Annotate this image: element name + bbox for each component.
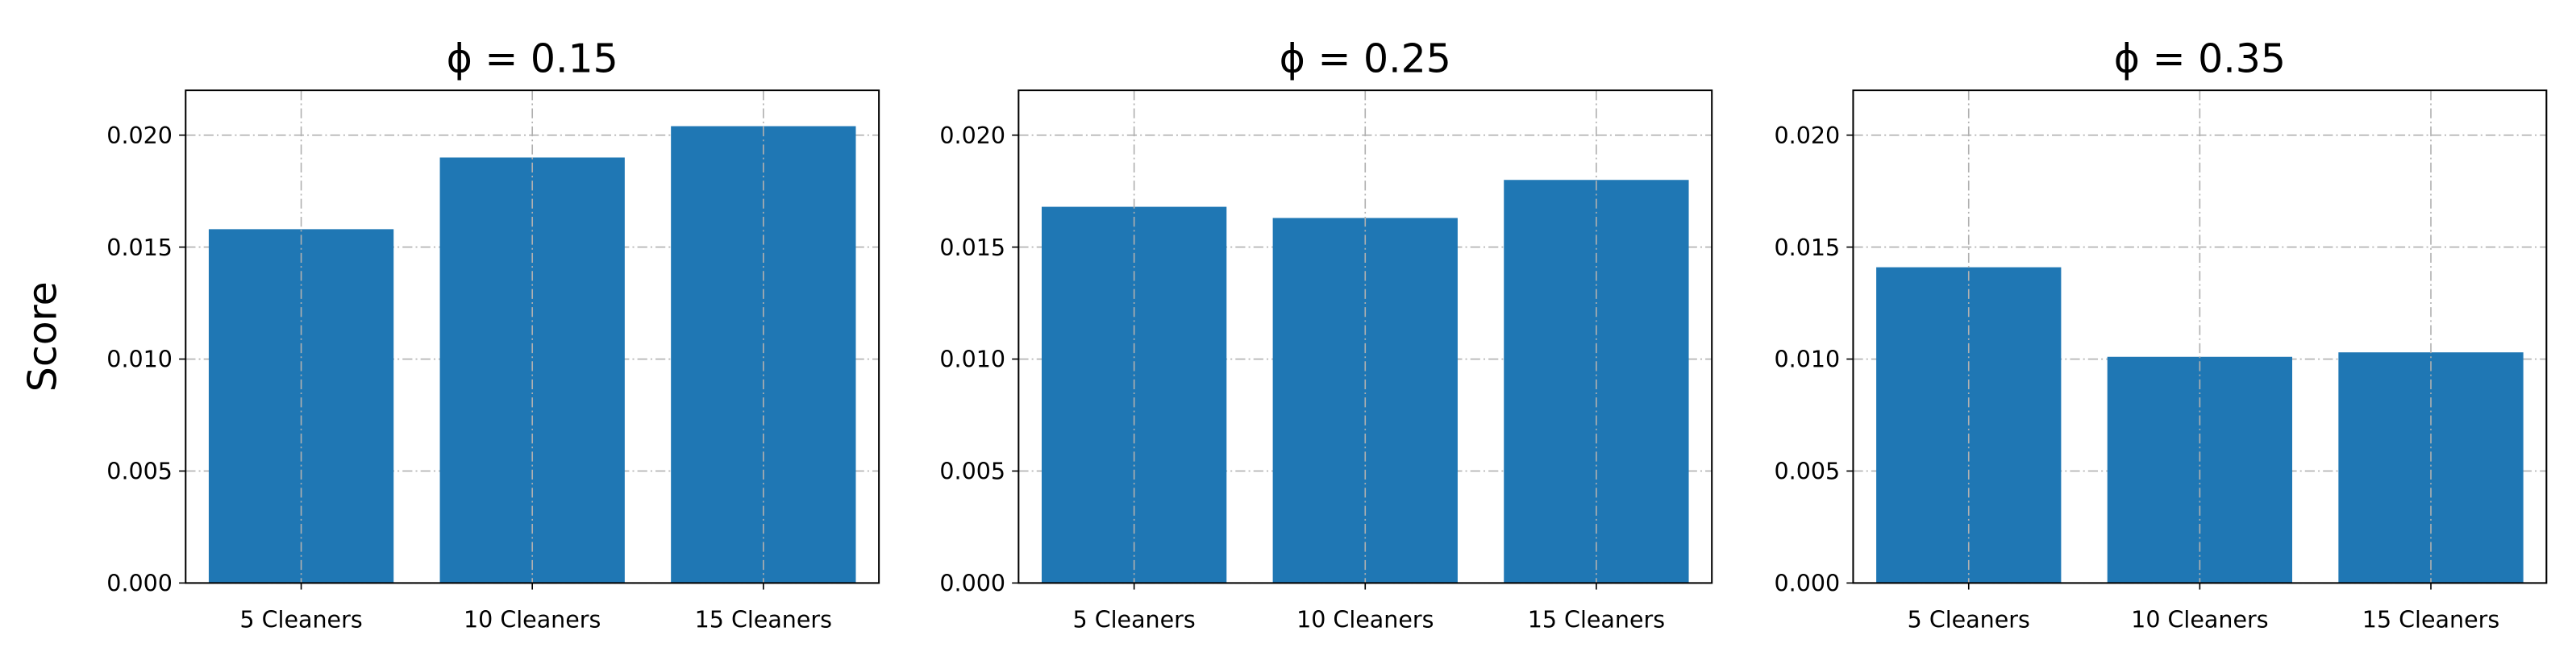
x-tick-label: 10 Cleaners [464, 606, 601, 633]
y-tick-label: 0.005 [1775, 459, 1841, 485]
x-tick-label: 5 Cleaners [1073, 606, 1196, 633]
axes-frame [1017, 89, 1713, 584]
y-tick-label: 0.005 [106, 459, 173, 485]
axes-frame [1852, 89, 2548, 584]
y-tick-label: 0.000 [106, 571, 173, 597]
x-tick-label: 15 Cleaners [695, 606, 832, 633]
y-tick-label: 0.020 [939, 123, 1005, 149]
y-tick-label: 0.015 [1775, 235, 1841, 261]
y-tick-label: 0.010 [106, 347, 173, 373]
y-tick-label: 0.005 [939, 459, 1005, 485]
x-tick-label: 15 Cleaners [2362, 606, 2499, 633]
y-tick-label: 0.010 [939, 347, 1005, 373]
y-tick-label: 0.020 [1775, 123, 1841, 149]
chart-title: ϕ = 0.25 [1280, 36, 1451, 82]
y-tick-label: 0.000 [939, 571, 1005, 597]
x-tick-label: 10 Cleaners [1296, 606, 1434, 633]
x-tick-label: 10 Cleaners [2131, 606, 2268, 633]
x-tick-label: 5 Cleaners [239, 606, 362, 633]
y-axis-label: Score [19, 281, 65, 392]
chart-title: ϕ = 0.35 [2114, 36, 2286, 82]
x-tick-label: 5 Cleaners [1908, 606, 2030, 633]
y-tick-label: 0.015 [106, 235, 173, 261]
y-tick-label: 0.010 [1775, 347, 1841, 373]
y-tick-label: 0.000 [1775, 571, 1841, 597]
y-tick-label: 0.020 [106, 123, 173, 149]
y-tick-label: 0.015 [939, 235, 1005, 261]
chart-title: ϕ = 0.15 [447, 36, 618, 82]
x-tick-label: 15 Cleaners [1528, 606, 1665, 633]
axes-frame [185, 89, 880, 584]
